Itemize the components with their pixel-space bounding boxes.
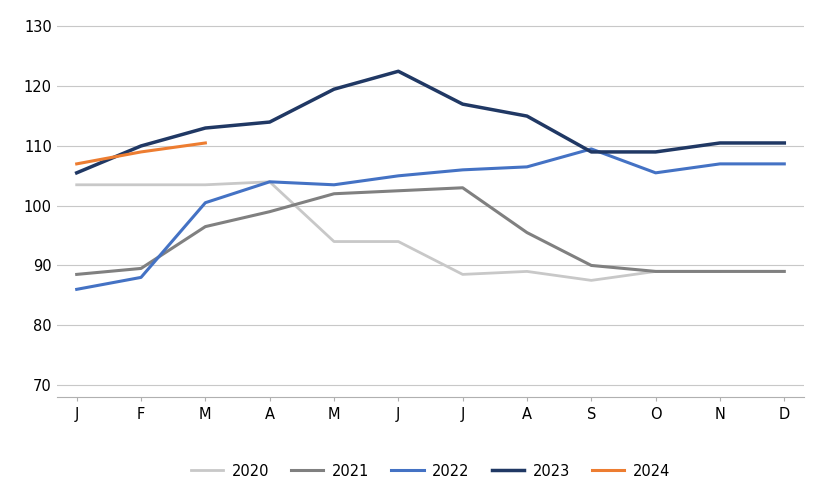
- 2021: [328, 191, 338, 197]
- 2021: [136, 266, 146, 272]
- 2022: [72, 287, 82, 292]
- 2022: [200, 200, 210, 206]
- 2020: [457, 272, 467, 277]
- 2023: [778, 140, 788, 146]
- 2023: [714, 140, 724, 146]
- 2024: [72, 161, 82, 167]
- 2021: [200, 224, 210, 229]
- 2021: [586, 262, 595, 268]
- 2021: [778, 269, 788, 274]
- 2022: [328, 182, 338, 188]
- 2023: [393, 68, 403, 74]
- 2021: [714, 269, 724, 274]
- 2023: [586, 149, 595, 155]
- 2020: [650, 269, 660, 274]
- Line: 2022: 2022: [77, 149, 783, 289]
- 2020: [328, 239, 338, 244]
- 2024: [200, 140, 210, 146]
- 2022: [714, 161, 724, 167]
- 2023: [200, 125, 210, 131]
- Line: 2021: 2021: [77, 188, 783, 274]
- 2022: [393, 173, 403, 179]
- 2021: [457, 185, 467, 191]
- 2022: [522, 164, 532, 170]
- 2020: [714, 269, 724, 274]
- 2020: [265, 179, 274, 185]
- 2021: [72, 272, 82, 277]
- 2023: [265, 119, 274, 125]
- 2022: [778, 161, 788, 167]
- 2023: [328, 86, 338, 92]
- Legend: 2020, 2021, 2022, 2023, 2024: 2020, 2021, 2022, 2023, 2024: [185, 458, 675, 484]
- 2020: [200, 182, 210, 188]
- 2020: [393, 239, 403, 244]
- 2021: [650, 269, 660, 274]
- 2023: [457, 101, 467, 107]
- 2023: [136, 143, 146, 149]
- Line: 2023: 2023: [77, 71, 783, 173]
- 2024: [136, 149, 146, 155]
- 2022: [650, 170, 660, 176]
- Line: 2024: 2024: [77, 143, 205, 164]
- Line: 2020: 2020: [77, 182, 719, 280]
- 2020: [586, 277, 595, 283]
- 2021: [522, 230, 532, 236]
- 2020: [72, 182, 82, 188]
- 2021: [393, 188, 403, 194]
- 2020: [522, 269, 532, 274]
- 2022: [586, 146, 595, 152]
- 2023: [522, 113, 532, 119]
- 2023: [72, 170, 82, 176]
- 2022: [136, 274, 146, 280]
- 2021: [265, 209, 274, 214]
- 2020: [136, 182, 146, 188]
- 2022: [265, 179, 274, 185]
- 2023: [650, 149, 660, 155]
- 2022: [457, 167, 467, 173]
